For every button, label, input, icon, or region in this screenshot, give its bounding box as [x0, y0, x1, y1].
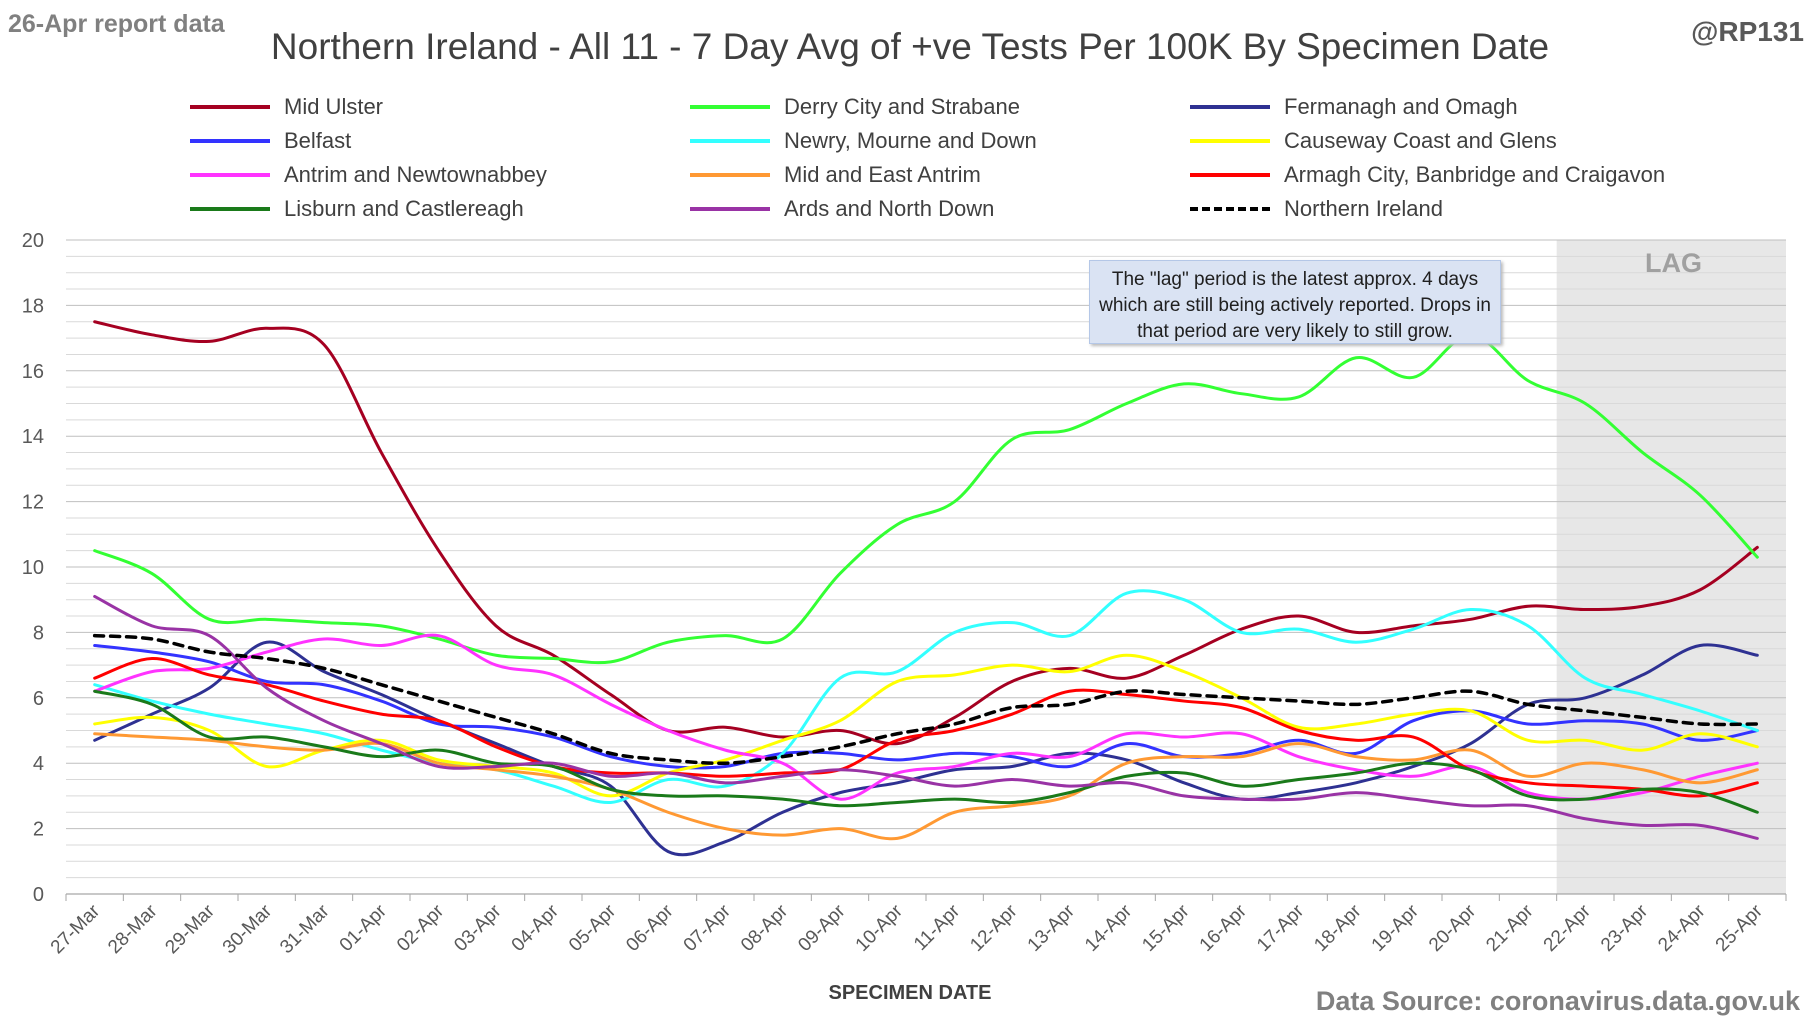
x-tick-label: 28-Mar	[104, 900, 162, 958]
legend-label: Northern Ireland	[1284, 196, 1443, 221]
author-handle: @RP131	[1691, 16, 1804, 47]
legend-swatch	[690, 207, 770, 211]
x-tick-label: 23-Apr	[1597, 900, 1653, 956]
y-tick-label: 18	[22, 295, 44, 317]
legend-label: Fermanagh and Omagh	[1284, 94, 1518, 119]
legend-label: Newry, Mourne and Down	[784, 128, 1037, 153]
x-tick-label: 11-Apr	[910, 900, 965, 955]
lag-period-label: LAG	[1645, 248, 1702, 278]
y-tick-label: 20	[22, 230, 44, 252]
series-line-newry-mourne-and-down	[93, 589, 1759, 804]
legend-item: Derry City and Strabane	[690, 90, 1020, 124]
x-tick-label: 07-Apr	[680, 900, 736, 956]
y-tick-label: 0	[33, 884, 44, 906]
legend-label: Causeway Coast and Glens	[1284, 128, 1557, 153]
x-tick-label: 16-Apr	[1196, 900, 1252, 956]
legend-item: Mid and East Antrim	[690, 158, 981, 192]
legend-item: Northern Ireland	[1190, 192, 1443, 226]
chart-title: Northern Ireland - All 11 - 7 Day Avg of…	[270, 26, 1550, 67]
y-tick-label: 2	[33, 819, 44, 841]
y-tick-label: 16	[22, 361, 44, 383]
legend-item: Antrim and Newtownabbey	[190, 158, 547, 192]
x-tick-label: 27-Mar	[47, 900, 105, 958]
legend-item: Newry, Mourne and Down	[690, 124, 1037, 158]
legend-swatch	[1190, 173, 1270, 177]
x-tick-label: 06-Apr	[622, 900, 678, 956]
x-tick-label: 14-Apr	[1081, 900, 1137, 956]
legend-item: Armagh City, Banbridge and Craigavon	[1190, 158, 1665, 192]
series-line-ards-and-north-down	[93, 594, 1759, 840]
series-line-derry-city-and-strabane	[93, 333, 1759, 665]
x-tick-label: 05-Apr	[565, 900, 621, 956]
y-tick-label: 10	[22, 557, 44, 579]
legend-swatch	[1190, 105, 1270, 109]
x-tick-label: 02-Apr	[393, 900, 449, 956]
x-tick-label: 12-Apr	[966, 900, 1022, 956]
legend-label: Antrim and Newtownabbey	[284, 162, 547, 187]
legend-swatch	[1190, 207, 1270, 211]
legend-label: Derry City and Strabane	[784, 94, 1020, 119]
legend-label: Ards and North Down	[784, 196, 995, 221]
legend-swatch	[690, 139, 770, 143]
legend-item: Belfast	[190, 124, 351, 158]
legend-swatch	[690, 105, 770, 109]
data-source-label: Data Source: coronavirus.data.gov.uk	[1315, 986, 1800, 1016]
x-tick-label: 13-Apr	[1024, 900, 1080, 956]
legend-label: Lisburn and Castlereagh	[284, 196, 524, 221]
series-line-northern-ireland	[92, 633, 1760, 766]
x-tick-label: 19-Apr	[1368, 900, 1424, 956]
legend-swatch	[1190, 139, 1270, 143]
legend-item: Lisburn and Castlereagh	[190, 192, 524, 226]
x-tick-label: 01-Apr	[336, 900, 392, 956]
legend-item: Ards and North Down	[690, 192, 994, 226]
x-tick-label: 21-Apr	[1482, 900, 1538, 956]
legend-swatch	[190, 105, 270, 109]
y-tick-label: 14	[22, 426, 44, 448]
x-tick-label: 04-Apr	[508, 900, 564, 956]
x-tick-label: 09-Apr	[794, 900, 850, 956]
series-line-antrim-and-newtownabbey	[93, 633, 1759, 801]
y-tick-label: 6	[33, 688, 44, 710]
legend-swatch	[190, 173, 270, 177]
y-tick-label: 8	[33, 622, 44, 644]
x-axis-title: SPECIMEN DATE	[828, 982, 992, 1004]
x-tick-label: 20-Apr	[1425, 900, 1481, 956]
legend-swatch	[190, 139, 270, 143]
legend-label: Mid and East Antrim	[784, 162, 981, 187]
x-tick-label: 24-Apr	[1654, 900, 1710, 956]
series-line-mid-ulster	[93, 320, 1759, 746]
x-tick-label: 15-Apr	[1138, 900, 1194, 956]
legend-label: Mid Ulster	[284, 94, 384, 119]
x-tick-label: 17-Apr	[1253, 900, 1309, 956]
x-tick-label: 08-Apr	[737, 900, 793, 956]
y-tick-label: 12	[22, 492, 44, 514]
x-tick-label: 22-Apr	[1540, 900, 1596, 956]
legend-swatch	[690, 173, 770, 177]
x-tick-label: 10-Apr	[852, 900, 908, 956]
series-line-lisburn-and-castlereagh	[93, 689, 1759, 814]
x-tick-label: 03-Apr	[450, 900, 506, 956]
x-tick-label: 31-Mar	[276, 900, 334, 958]
x-tick-label: 30-Mar	[219, 900, 277, 958]
legend-label: Belfast	[284, 128, 352, 153]
x-tick-label: 25-Apr	[1712, 900, 1768, 956]
lag-annotation-box: The "lag" period is the latest approx. 4…	[1089, 260, 1501, 344]
legend-item: Fermanagh and Omagh	[1190, 90, 1518, 124]
legend-item: Causeway Coast and Glens	[1190, 124, 1557, 158]
x-tick-label: 18-Apr	[1310, 900, 1366, 956]
legend-label: Armagh City, Banbridge and Craigavon	[1284, 162, 1666, 187]
legend-item: Mid Ulster	[190, 90, 383, 124]
y-tick-label: 4	[33, 753, 44, 775]
x-tick-label: 29-Mar	[161, 900, 219, 958]
legend-swatch	[190, 207, 270, 211]
report-date-label: 26-Apr report data	[8, 10, 225, 38]
